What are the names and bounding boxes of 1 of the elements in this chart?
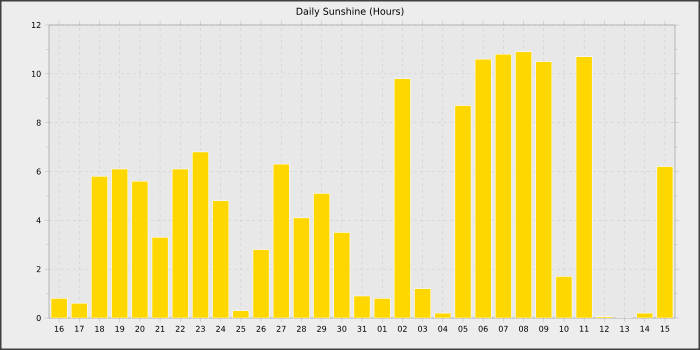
chart-title: Daily Sunshine (Hours) <box>296 8 404 17</box>
